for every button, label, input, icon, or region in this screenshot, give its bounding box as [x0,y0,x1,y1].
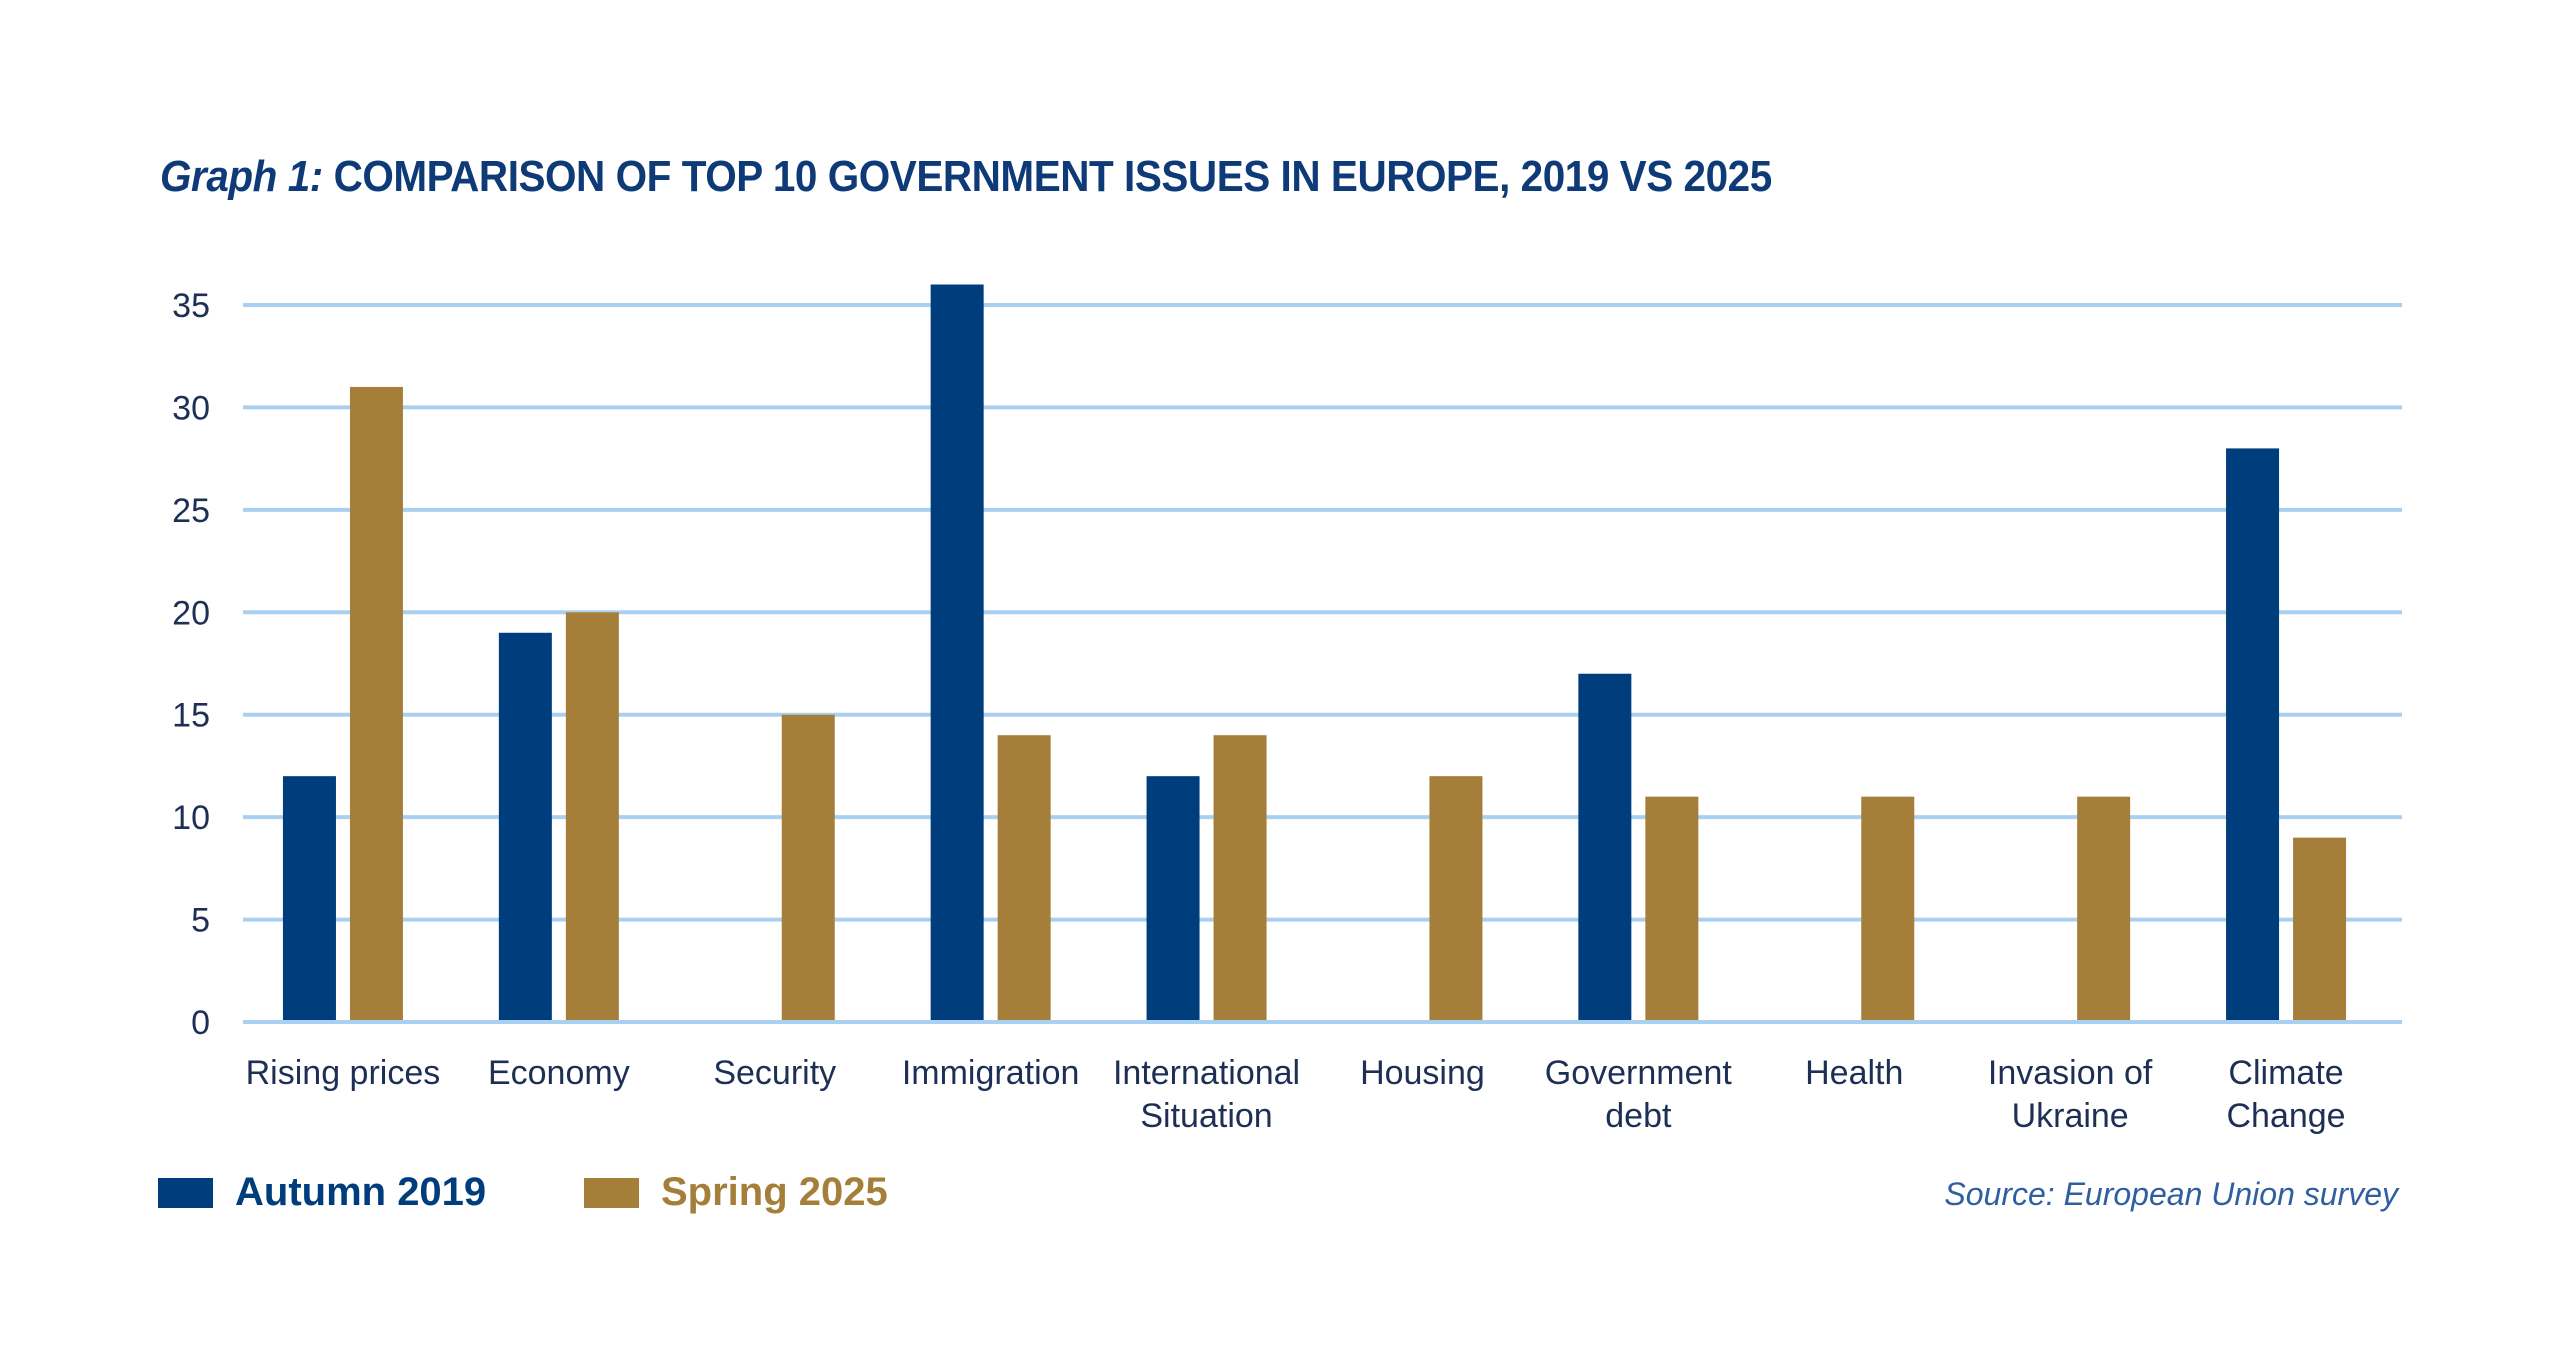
legend-label-spring-2025: Spring 2025 [661,1170,888,1214]
y-tick-label: 35 [172,287,210,325]
x-tick-label: Situation [1140,1097,1272,1135]
bars [282,284,2347,1020]
bar-autumn-2019 [930,284,984,1020]
source-note: Source: European Union survey [1944,1176,2398,1212]
bar-autumn-2019 [2226,448,2280,1020]
x-tick-label: Invasion of [1988,1054,2153,1092]
legend-item-autumn-2019: Autumn 2019 [158,1170,486,1215]
x-tick-label: Change [2226,1097,2345,1135]
bar-spring-2025 [1213,735,1267,1020]
bar-spring-2025 [349,386,403,1020]
bar-spring-2025 [1645,796,1699,1020]
chart-title: Graph 1: COMPARISON OF TOP 10 GOVERNMENT… [160,152,1772,202]
x-tick-label: Rising prices [246,1054,441,1092]
legend-item-spring-2025: Spring 2025 [584,1170,888,1215]
bar-autumn-2019 [282,776,336,1020]
bar-spring-2025 [1429,776,1483,1020]
x-tick-label: Ukraine [2012,1097,2129,1135]
y-tick-label: 5 [191,902,210,940]
x-axis-labels: Rising prices Economy Security Immigration I… [246,1054,2346,1135]
legend-swatch-autumn-2019 [158,1177,213,1208]
y-axis-ticks: 0 5 10 15 20 25 30 35 [172,287,210,1042]
bar-spring-2025 [565,612,619,1020]
bar-spring-2025 [781,714,835,1020]
bar-spring-2025 [2293,837,2347,1020]
bar-autumn-2019 [498,632,552,1020]
chart-title-prefix: Graph 1: [160,152,323,201]
legend-label-autumn-2019: Autumn 2019 [235,1170,487,1214]
x-tick-label: Climate [2228,1054,2343,1092]
bar-autumn-2019 [1146,776,1200,1020]
chart-title-text: COMPARISON OF TOP 10 GOVERNMENT ISSUES I… [333,152,1773,201]
bar-autumn-2019 [1578,673,1632,1020]
y-tick-label: 25 [172,492,210,530]
x-tick-label: Health [1805,1054,1903,1092]
y-tick-label: 0 [191,1004,210,1042]
bar-spring-2025 [1861,796,1915,1020]
legend-swatch-spring-2025 [584,1177,639,1208]
y-tick-label: 10 [172,799,210,837]
y-tick-label: 20 [172,594,210,632]
x-tick-label: debt [1605,1097,1672,1135]
x-tick-label: Immigration [902,1054,1080,1092]
x-tick-label: International [1113,1054,1300,1092]
x-tick-label: Housing [1360,1054,1485,1092]
y-tick-label: 30 [172,389,210,427]
bar-spring-2025 [997,735,1051,1020]
x-tick-label: Security [713,1054,836,1092]
y-tick-label: 15 [172,697,210,735]
x-tick-label: Government [1545,1054,1733,1092]
x-tick-label: Economy [488,1054,630,1092]
bar-spring-2025 [2077,796,2131,1020]
